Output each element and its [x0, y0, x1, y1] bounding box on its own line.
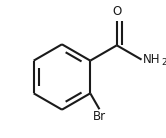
Text: Br: Br — [93, 110, 106, 123]
Text: 2: 2 — [162, 58, 166, 67]
Text: O: O — [112, 5, 121, 18]
Text: NH: NH — [143, 53, 160, 66]
